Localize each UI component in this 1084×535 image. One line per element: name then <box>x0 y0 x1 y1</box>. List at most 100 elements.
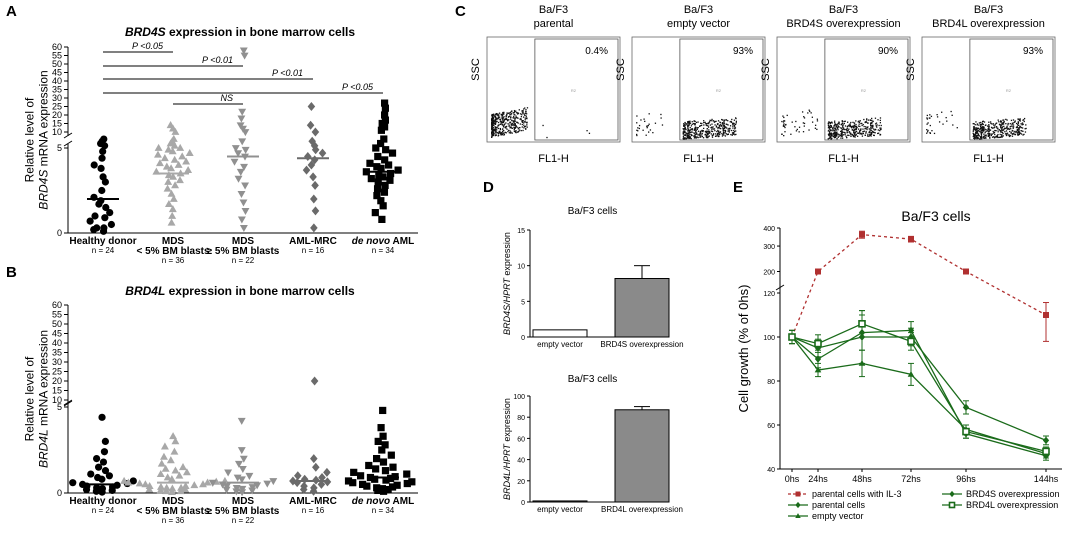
cell-event <box>524 114 526 116</box>
cell-event <box>870 127 872 130</box>
category-mds-5-bm-blasts <box>227 47 259 233</box>
cell-event <box>494 116 497 118</box>
cell-event <box>974 128 976 131</box>
legend-item-brd4l-overexpression: BRD4L overexpression <box>942 500 1058 510</box>
cell-event <box>508 119 510 121</box>
data-point <box>307 160 316 170</box>
cell-event <box>504 118 506 121</box>
flow-plot-title: parental <box>534 18 574 30</box>
data-point <box>366 159 374 167</box>
cell-event <box>1018 127 1020 129</box>
cell-event <box>878 124 880 127</box>
cell-event <box>497 125 499 127</box>
cell-event <box>711 123 713 125</box>
cell-event <box>1019 118 1021 120</box>
gate-percent: 0.4% <box>585 46 608 57</box>
cell-event <box>735 122 737 124</box>
cell-event <box>858 120 860 122</box>
flow-y-label: SSC <box>760 58 772 81</box>
cell-event <box>1012 127 1014 129</box>
cell-event <box>509 115 511 117</box>
cell-event <box>732 123 734 126</box>
bar-chart-title: Ba/F3 cells <box>568 374 617 385</box>
series-line <box>791 336 1047 455</box>
cell-event <box>724 132 726 134</box>
y-tick-label: 5 <box>57 143 62 153</box>
cell-event <box>836 127 839 129</box>
category-de-novo-aml <box>362 99 402 223</box>
cell-event <box>687 120 690 123</box>
cell-event <box>683 125 685 127</box>
cell-event <box>836 124 838 126</box>
cell-event <box>502 120 504 122</box>
cell-event <box>941 111 943 113</box>
cell-event <box>498 116 501 118</box>
cell-event <box>517 128 519 130</box>
cell-event <box>709 124 712 126</box>
flow-plot-title: empty vector <box>667 18 730 30</box>
cell-event <box>1001 131 1004 134</box>
cell-event <box>502 118 504 120</box>
data-point <box>378 215 386 223</box>
cell-event <box>507 123 509 125</box>
cell-event <box>505 125 508 128</box>
cell-event <box>838 135 840 137</box>
data-point <box>174 160 183 168</box>
data-point <box>222 486 231 494</box>
cell-event <box>837 129 839 131</box>
data-point <box>99 173 107 181</box>
cell-event <box>984 134 986 137</box>
cell-event <box>520 118 522 120</box>
cell-event <box>1004 133 1007 135</box>
cell-event <box>713 128 715 130</box>
cell-event <box>683 134 685 136</box>
cell-event <box>869 119 872 121</box>
cell-event <box>721 119 724 121</box>
cell-event <box>875 122 878 124</box>
cell-event <box>844 128 846 131</box>
cell-event <box>1017 122 1020 124</box>
cell-event <box>520 118 522 121</box>
data-point <box>382 146 390 154</box>
cell-event <box>1020 133 1023 135</box>
cell-event <box>732 133 735 135</box>
cell-event <box>976 123 979 125</box>
cell-event <box>865 131 867 133</box>
cell-event <box>511 127 513 129</box>
cell-event <box>987 135 990 137</box>
cell-event <box>493 128 495 130</box>
series-point <box>907 370 915 377</box>
cell-event <box>684 127 686 129</box>
data-point <box>170 447 179 455</box>
cell-event <box>502 113 504 115</box>
cell-event <box>816 120 819 122</box>
cell-event <box>850 134 852 136</box>
flow-plot-title: Ba/F3 <box>539 4 568 16</box>
data-point <box>371 209 379 217</box>
cell-event <box>694 135 696 138</box>
cell-event <box>526 107 529 109</box>
data-point <box>120 476 129 484</box>
cell-event <box>501 117 503 119</box>
cell-event <box>513 121 515 123</box>
cell-event <box>830 125 832 128</box>
cell-event <box>803 125 805 127</box>
cell-event <box>518 109 520 111</box>
cell-event <box>513 126 515 128</box>
series-parental-cells <box>788 314 1050 461</box>
cell-event <box>542 124 544 127</box>
cell-event <box>510 116 512 118</box>
cell-event <box>505 116 507 118</box>
cell-event <box>836 123 839 125</box>
cell-event <box>841 131 843 133</box>
cell-event <box>496 131 498 134</box>
cell-event <box>497 132 499 135</box>
cell-event <box>831 121 833 123</box>
significance-label: P <0.01 <box>202 55 233 65</box>
cell-event <box>503 119 505 122</box>
cell-event <box>513 111 516 113</box>
series-parental-cells-with-il-3 <box>789 230 1049 345</box>
cell-event <box>1020 130 1022 132</box>
cell-event <box>498 116 500 118</box>
cell-event <box>695 131 697 133</box>
